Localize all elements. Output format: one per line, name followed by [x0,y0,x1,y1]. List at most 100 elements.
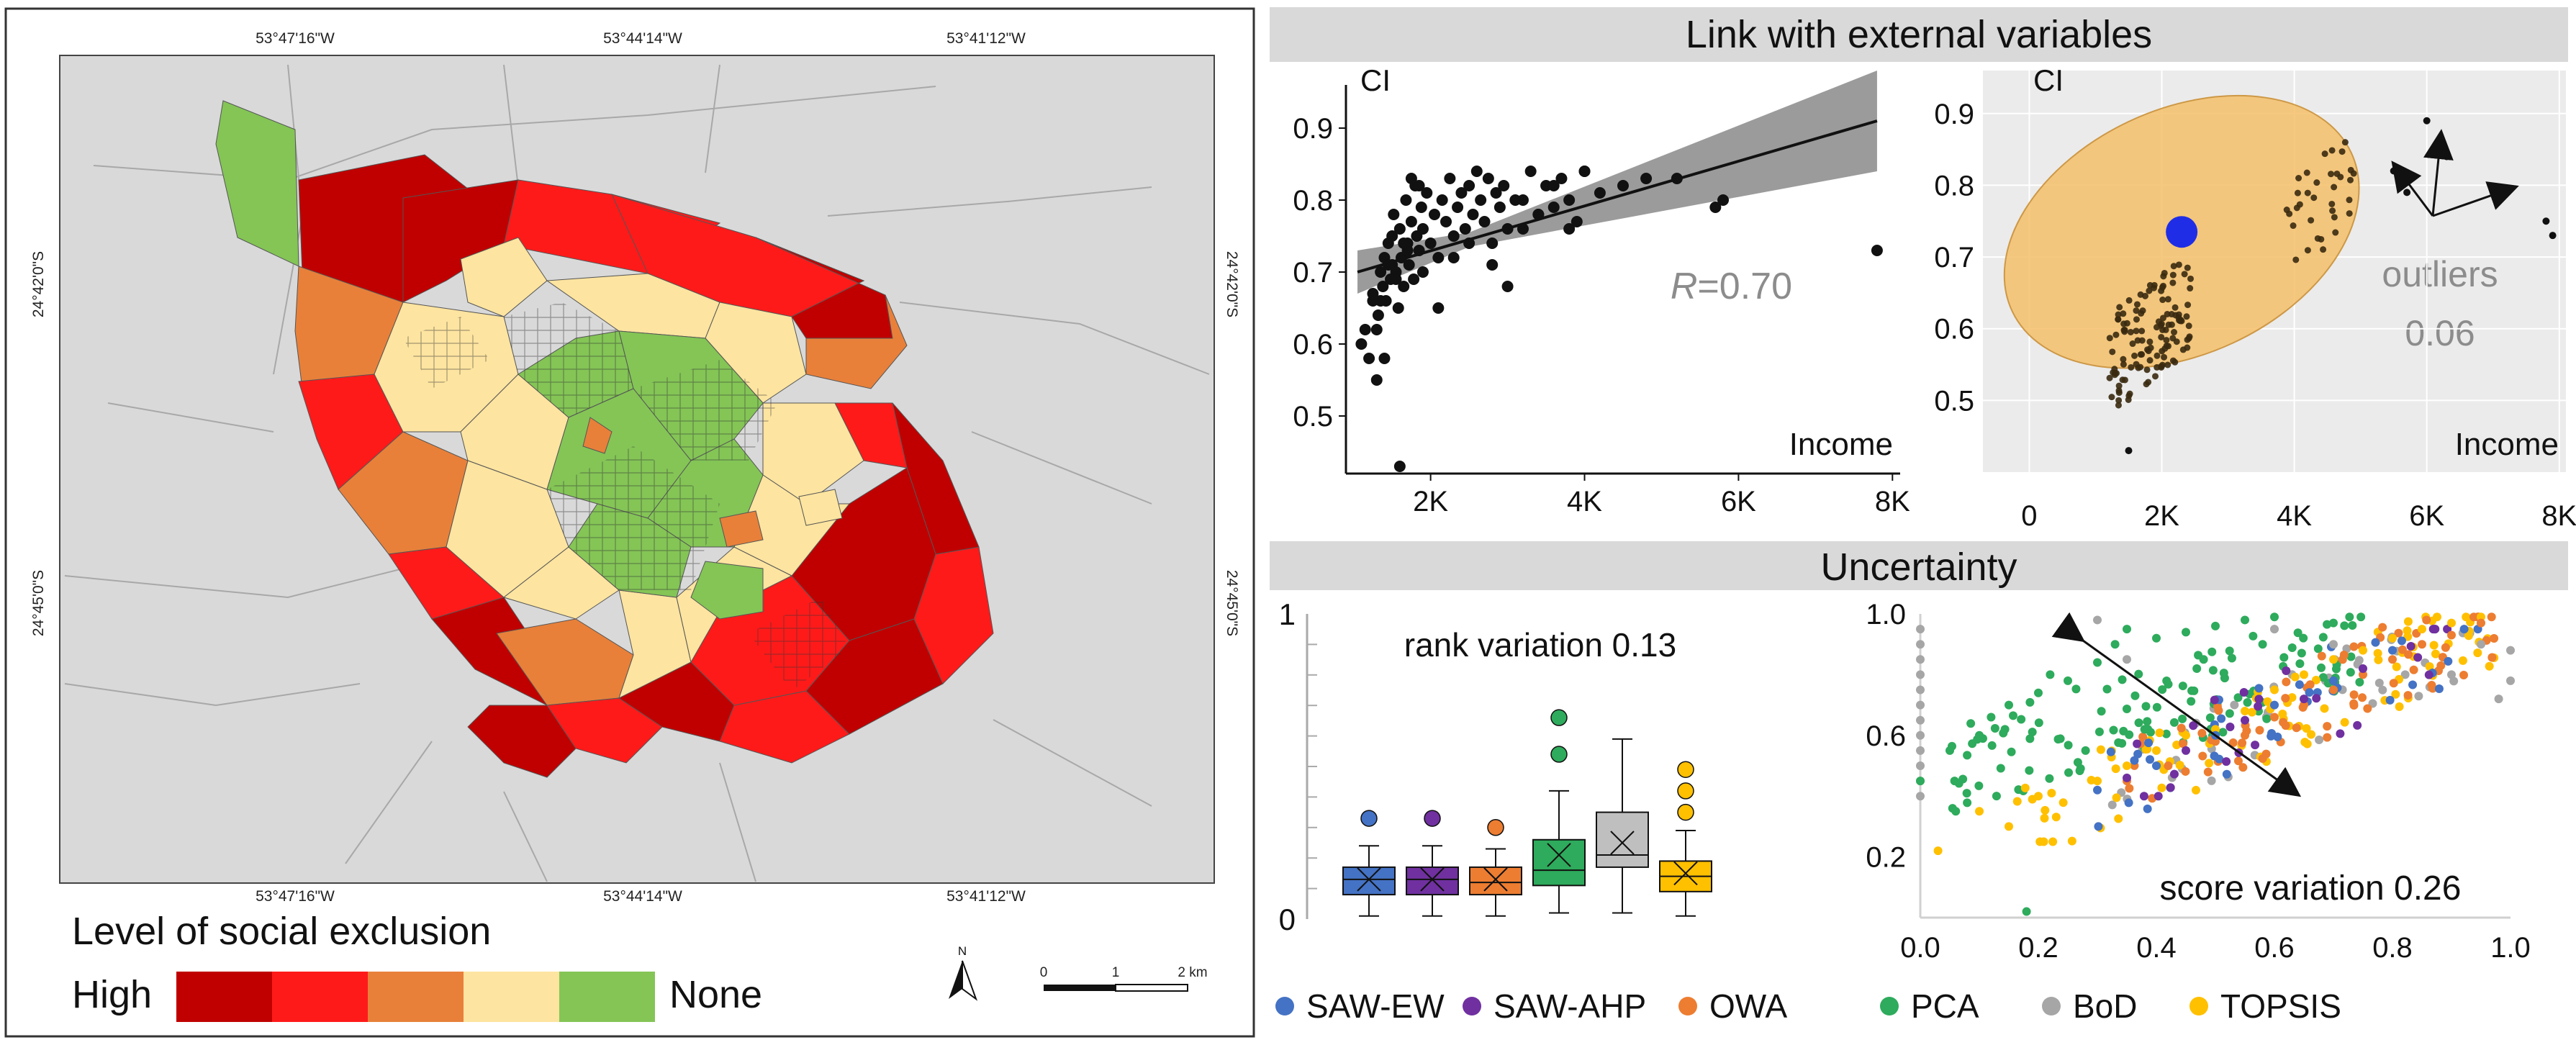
score-point-pca [2218,728,2228,737]
score-point-saw-ew [2130,756,2139,765]
data-point [2331,184,2338,191]
score-point-topsis [2035,837,2045,846]
data-point [1386,230,1398,242]
score-point-topsis [2241,707,2249,716]
data-point [1532,209,1545,220]
data-point [2332,229,2339,236]
score-point-topsis [2473,648,2482,658]
data-point [2346,176,2354,184]
y-tick-label: 0.5 [1293,401,1333,433]
score-point-bod [1916,746,1925,755]
score-point-pca [2178,682,2187,691]
score-point-owa [2363,704,2372,713]
score-point-owa [2177,723,2186,733]
score-point-topsis [2048,837,2058,846]
outlier-point [2390,167,2398,175]
data-point [1400,194,1412,206]
score-point-pca [1966,719,1976,728]
score-point-topsis [2096,745,2105,754]
data-point [2152,373,2159,380]
score-xtick-label: 0.0 [1900,932,1940,964]
region-none [690,561,764,620]
score-point-topsis [2359,646,2367,655]
score-point-pca [2118,675,2127,684]
score-point-topsis [2093,777,2102,786]
data-point [1475,194,1487,206]
data-point [1578,166,1591,177]
box-owa [1469,866,1522,896]
score-point-bod [1916,655,1925,664]
score-point-topsis [2020,783,2030,792]
score-point-pca [2207,647,2217,656]
score-point-pca [1992,792,2001,801]
legend-marker-saw-ew [1275,997,1294,1015]
data-point [1432,302,1445,314]
score-point-pca [2094,727,2104,736]
data-point [2321,150,2328,158]
data-point [2159,315,2166,322]
score-point-topsis [1933,846,1943,856]
outlier-plot-xlabel: Income [2455,427,2559,462]
score-point-topsis [2431,649,2440,659]
box-saw-ahp [1406,866,1459,896]
data-point [1392,302,1404,314]
score-point-owa [2487,612,2496,622]
score-point-bod [2230,700,2239,710]
score-point-pca [2122,704,2131,713]
income-ci-scatter: CI Income R=0.70 0.9 0.8 0.7 0.6 0.5 2K 4K 6K 8K [1293,63,1910,517]
score-point-pca [2017,715,2026,724]
score-point-saw-ew [2434,684,2444,693]
data-point [2163,337,2170,344]
data-point [1415,202,1427,213]
coord-left-1: 24°42'0"S [30,251,47,317]
data-point [2138,350,2146,358]
score-xtick-label: 0.8 [2372,932,2413,964]
score-point-bod [2400,670,2410,679]
data-point [1355,338,1368,350]
score-point-topsis [2123,761,2131,770]
score-point-saw-ew [2270,700,2279,710]
data-point [1563,194,1576,206]
score-point-pca [2340,621,2349,630]
outlier-arrow [2432,181,2519,217]
score-point-pca [2118,738,2127,748]
data-point [1459,223,1471,235]
score-point-topsis [2111,764,2120,774]
score-point-pca [2211,621,2220,630]
data-point [2338,148,2346,155]
score-point-saw-ahp [2169,769,2179,779]
score-point-topsis [2005,822,2013,831]
score-point-pca [2299,633,2308,643]
uncertainty-panel: Uncertainty 1 0 rank variation 0.13 scor… [1270,541,2568,964]
data-point [2127,328,2134,335]
score-point-pca [2227,653,2236,663]
data-point [2175,261,2182,268]
x-tick-label: 2K [2144,500,2179,532]
data-point [1375,295,1387,307]
score-ytick-label: 0.6 [1866,720,1906,752]
data-point [2154,352,2161,359]
score-point-owa [2282,677,2291,687]
data-point [2186,333,2193,340]
score-point-owa [2258,754,2267,764]
score-point-pca [2097,707,2106,716]
score-point-pca [2316,663,2326,672]
score-point-pca [2071,684,2081,694]
score-point-saw-ew [2388,646,2397,655]
score-point-bod [1916,700,1925,710]
x-tick-label: 4K [2277,500,2312,532]
data-point [2303,169,2310,176]
score-point-pca [2323,620,2332,629]
score-point-topsis [2041,805,2050,815]
score-point-saw-ahp [2139,792,2148,801]
data-point [1467,209,1479,220]
data-point [2134,337,2141,344]
score-point-topsis [2182,730,2190,740]
score-point-pca [2164,679,2173,689]
box-outlier [1677,782,1694,800]
coord-top-1: 53°47'16"W [256,30,335,47]
legend-swatch [368,972,464,1022]
score-point-saw-ahp [2413,653,2423,662]
score-point-saw-ew [2459,625,2469,634]
score-point-saw-ew [2093,785,2102,795]
